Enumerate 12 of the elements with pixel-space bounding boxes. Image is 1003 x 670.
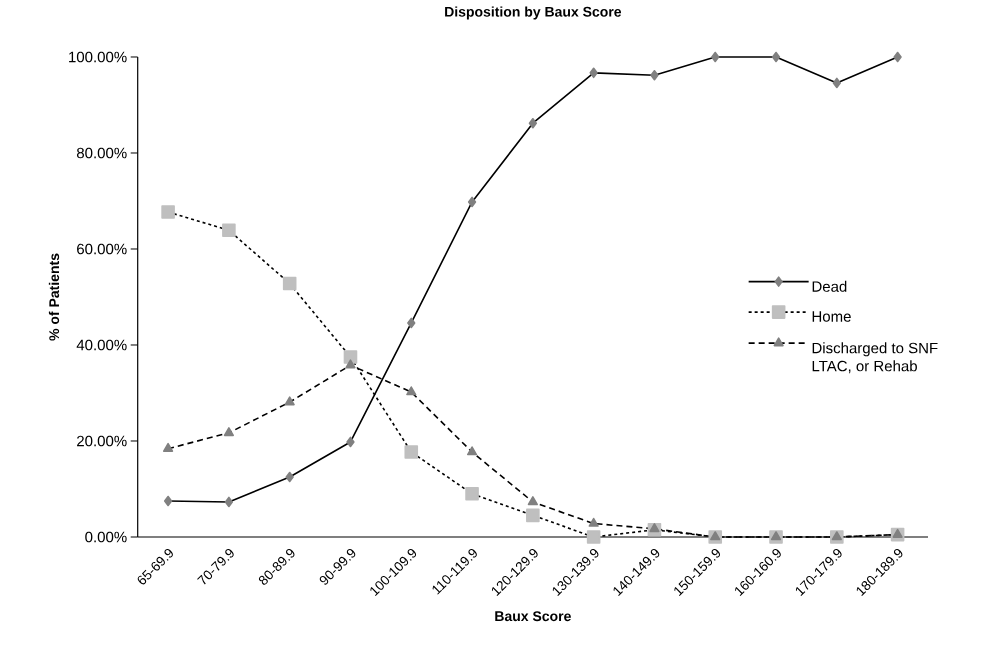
legend-label: Discharged to SNF LTAC, or Rehab	[812, 342, 938, 374]
y-tick-label: 60.00%	[77, 243, 127, 255]
y-tick-label: 40.00%	[76, 339, 127, 351]
y-tick-label: 100.00%	[69, 51, 127, 63]
chart-title: Disposition by Baux Score	[445, 6, 622, 20]
y-tick-label: 0.00%	[85, 531, 127, 543]
y-axis-title: % of Patients	[48, 253, 60, 341]
legend-label: Dead	[812, 280, 847, 292]
x-axis-title: Baux Score	[495, 611, 571, 622]
legend-label: Home	[812, 311, 851, 322]
y-tick-label: 20.00%	[77, 435, 127, 447]
y-tick-label: 80.00%	[76, 147, 127, 159]
